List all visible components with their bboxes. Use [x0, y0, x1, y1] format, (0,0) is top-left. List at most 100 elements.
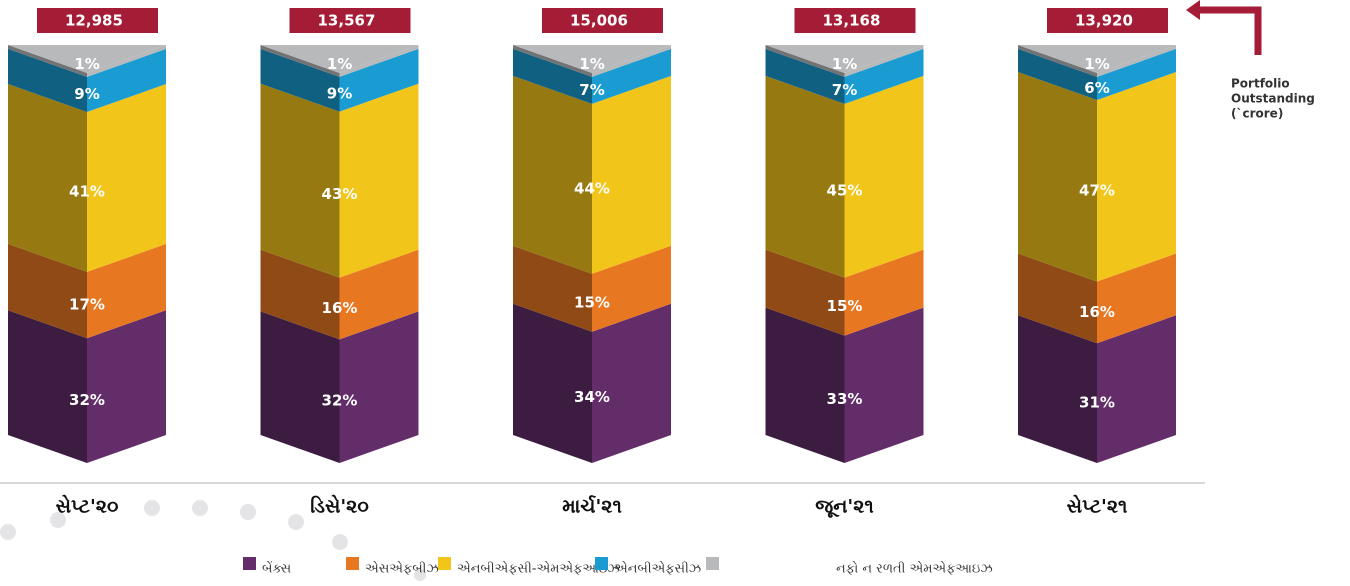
category-label: માર્ચ'૨૧: [562, 495, 622, 518]
annotation: Outstanding: [1231, 92, 1315, 106]
segment-right-face: [1097, 72, 1176, 282]
legend-label: એનબીએફસી-એમએફઆઇઝ: [457, 561, 620, 577]
top-face: [765, 45, 924, 73]
segment: [8, 48, 166, 112]
segment-left-face: [513, 45, 592, 77]
total-box: [794, 8, 916, 33]
total-label: 13,168: [823, 12, 881, 30]
segment-left-face: [260, 48, 340, 112]
segment-right-face: [844, 45, 924, 77]
segment-left-face: [260, 45, 340, 77]
segment: [765, 249, 924, 336]
segment-left-face: [8, 84, 87, 272]
segment-left-face: [8, 310, 87, 463]
segment-left-face: [765, 307, 845, 463]
total-label: 12,985: [65, 12, 123, 30]
annotation: (`crore): [1231, 107, 1283, 121]
segment-right-face: [844, 75, 924, 278]
segment-right-face: [87, 48, 166, 112]
segment-label: 43%: [322, 185, 358, 203]
top-face: [260, 45, 419, 73]
category-label: ડિસે'૨૦: [310, 494, 369, 517]
legend-swatch: [595, 557, 608, 570]
segment: [260, 45, 419, 77]
segment-right-face: [1097, 315, 1176, 463]
segment-label: 7%: [832, 81, 857, 99]
segment-label: 1%: [74, 55, 99, 73]
segment-right-face: [87, 243, 166, 339]
category-label: સેપ્ટ'૨૧: [1067, 494, 1128, 517]
segment: [1018, 253, 1176, 344]
segment-label: 1%: [1084, 55, 1109, 73]
segment-left-face: [8, 45, 87, 77]
segment-right-face: [592, 303, 671, 463]
segment-label: 16%: [322, 299, 358, 317]
segment-left-face: [513, 245, 592, 332]
segment: [765, 307, 924, 463]
legend-label: એસએફબીઝ: [365, 561, 439, 577]
segment: [513, 245, 671, 332]
total-box: [289, 8, 411, 33]
segment-label: 9%: [327, 85, 352, 103]
segment-label: 6%: [1084, 79, 1109, 97]
segment-right-face: [339, 311, 419, 463]
annotation: Portfolio: [1231, 77, 1290, 91]
segment: [765, 75, 924, 278]
segment-left-face: [8, 48, 87, 112]
segment-label: 33%: [827, 390, 863, 408]
segment-label: 7%: [579, 81, 604, 99]
segment-right-face: [1097, 253, 1176, 344]
legend-swatch: [243, 557, 256, 570]
category-label: જૂન'૨૧: [815, 496, 873, 518]
segment-left-face: [1018, 253, 1097, 344]
top-face: [1018, 45, 1176, 73]
segment-left-face: [513, 75, 592, 274]
segment-right-face: [339, 45, 419, 77]
segment-label: 1%: [579, 55, 604, 73]
segment-left-face: [1018, 72, 1097, 282]
segment: [260, 83, 419, 278]
total-label: 13,920: [1075, 12, 1133, 30]
segment-label: 1%: [327, 55, 352, 73]
segment: [765, 48, 924, 104]
top-face: [8, 45, 166, 73]
segment-right-face: [1097, 45, 1176, 77]
arrow: [1195, 6, 1262, 55]
segment-label: 15%: [574, 293, 610, 311]
segment: [8, 310, 166, 463]
segment-left-face: [1018, 315, 1097, 463]
segment-label: 17%: [69, 296, 105, 314]
segment-label: 15%: [827, 297, 863, 315]
total-label: 15,006: [570, 12, 628, 30]
segment-right-face: [592, 75, 671, 274]
segment-right-face: [339, 249, 419, 340]
legend-label: બેંક્સ: [262, 560, 292, 576]
segment-left-face: [513, 48, 592, 104]
segment-label: 16%: [1079, 303, 1115, 321]
segment-right-face: [592, 245, 671, 332]
segment-left-face: [260, 249, 340, 340]
segment-right-face: [339, 48, 419, 112]
segment-left-face: [8, 243, 87, 339]
legend-swatch: [438, 557, 451, 570]
segment-left-face: [765, 45, 845, 77]
segment: [513, 303, 671, 463]
segment-label: 32%: [322, 392, 358, 410]
legend-label: નફો ન રળતી એમએફઆઇઝ: [836, 561, 993, 577]
total-box: [37, 8, 158, 33]
segment-left-face: [765, 75, 845, 278]
segment-right-face: [844, 48, 924, 104]
segment: [260, 311, 419, 463]
segment: [8, 45, 166, 77]
segment-left-face: [1018, 45, 1097, 77]
legend-swatch: [706, 557, 719, 570]
decor-dots: [0, 500, 426, 581]
segment-right-face: [592, 45, 671, 77]
segment-right-face: [87, 45, 166, 77]
segment: [1018, 315, 1176, 463]
legend-label: એનબીએફસીઝ: [614, 561, 701, 577]
segment-label: 41%: [69, 182, 105, 200]
segment-right-face: [339, 83, 419, 278]
segment: [260, 249, 419, 340]
